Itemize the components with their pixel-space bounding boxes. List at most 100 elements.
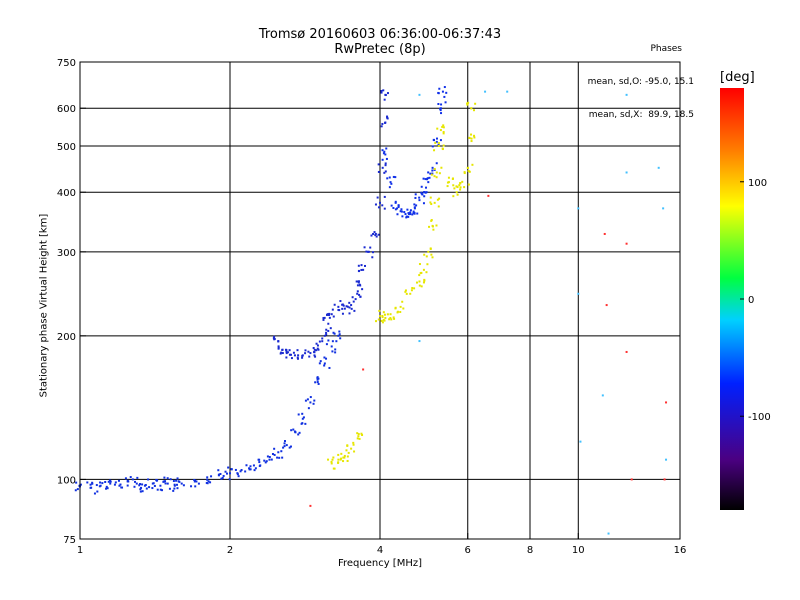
x-tick-label: 2 (227, 545, 233, 556)
data-point (400, 210, 403, 213)
data-point (394, 201, 397, 204)
data-point (360, 432, 363, 435)
data-point (297, 354, 300, 357)
data-point (411, 287, 414, 290)
chart-title: Tromsø 20160603 06:36:00-06:37:43 (258, 27, 502, 42)
data-point (313, 348, 316, 351)
data-point (418, 196, 421, 199)
data-point (277, 345, 280, 348)
data-point (321, 337, 324, 340)
data-point (422, 177, 425, 180)
data-point (434, 141, 437, 144)
data-point (438, 172, 441, 175)
data-point (370, 234, 373, 237)
data-point (381, 316, 384, 319)
data-point (401, 215, 404, 218)
data-point (352, 441, 355, 444)
data-point (309, 401, 312, 404)
data-point (316, 347, 319, 350)
data-point (244, 470, 247, 473)
data-point (470, 137, 473, 140)
data-point (230, 468, 233, 471)
data-point (409, 209, 412, 212)
data-point (159, 488, 162, 491)
data-point (322, 318, 325, 321)
data-point (296, 356, 299, 359)
phase-stats-header: Phases (650, 44, 682, 54)
data-point (108, 479, 111, 482)
data-point (440, 103, 443, 106)
data-point (383, 195, 386, 198)
data-point (382, 89, 385, 92)
data-point (283, 440, 286, 443)
data-point (431, 166, 434, 169)
data-point (286, 351, 289, 354)
data-point (313, 351, 316, 354)
data-point (439, 129, 442, 132)
data-point (390, 182, 393, 185)
data-point (396, 207, 399, 210)
data-point (374, 232, 377, 235)
data-point (361, 433, 364, 436)
data-point (172, 489, 175, 492)
data-point (383, 207, 386, 210)
data-point (441, 90, 444, 93)
data-point (423, 253, 426, 256)
data-point (381, 321, 384, 324)
data-point (173, 484, 176, 487)
data-point (206, 476, 209, 479)
data-point (384, 94, 387, 97)
data-point (109, 482, 112, 485)
data-point (625, 93, 628, 96)
data-point (118, 484, 121, 487)
data-point (429, 196, 432, 199)
data-point (342, 460, 345, 463)
data-point (332, 456, 335, 459)
data-point (422, 202, 425, 205)
data-point (357, 264, 360, 267)
data-point (415, 281, 418, 284)
data-point (380, 125, 383, 128)
data-point (309, 352, 312, 355)
data-point (78, 484, 81, 487)
data-point (119, 483, 122, 486)
data-point (380, 91, 383, 94)
data-point (325, 343, 328, 346)
y-tick-label: 100 (57, 475, 76, 486)
data-point (283, 445, 286, 448)
data-point (441, 125, 444, 128)
data-point (252, 464, 255, 467)
data-point (427, 181, 430, 184)
data-point (282, 446, 285, 449)
phase-stats-o: mean, sd,O: -95.0, 15.1 (587, 77, 694, 87)
data-point (315, 342, 318, 345)
data-point (399, 310, 402, 313)
data-point (331, 308, 334, 311)
data-point (327, 322, 330, 325)
data-point (429, 201, 432, 204)
data-point (249, 465, 252, 468)
data-point (392, 175, 395, 178)
data-point (288, 349, 291, 352)
data-point (317, 348, 320, 351)
data-point (437, 143, 440, 146)
data-point (288, 446, 291, 449)
data-point (343, 456, 346, 459)
data-point (309, 504, 312, 507)
data-point (438, 87, 441, 90)
data-point (289, 445, 292, 448)
data-point (393, 317, 396, 320)
data-point (117, 479, 120, 482)
data-point (331, 350, 334, 353)
data-point (377, 318, 380, 321)
x-tick-label: 6 (465, 545, 471, 556)
data-point (439, 109, 442, 112)
data-point (413, 287, 416, 290)
data-point (307, 407, 310, 410)
data-point (345, 449, 348, 452)
data-point (265, 460, 268, 463)
data-point (384, 316, 387, 319)
data-point (285, 352, 288, 355)
data-point (345, 305, 348, 308)
data-point (388, 186, 391, 189)
